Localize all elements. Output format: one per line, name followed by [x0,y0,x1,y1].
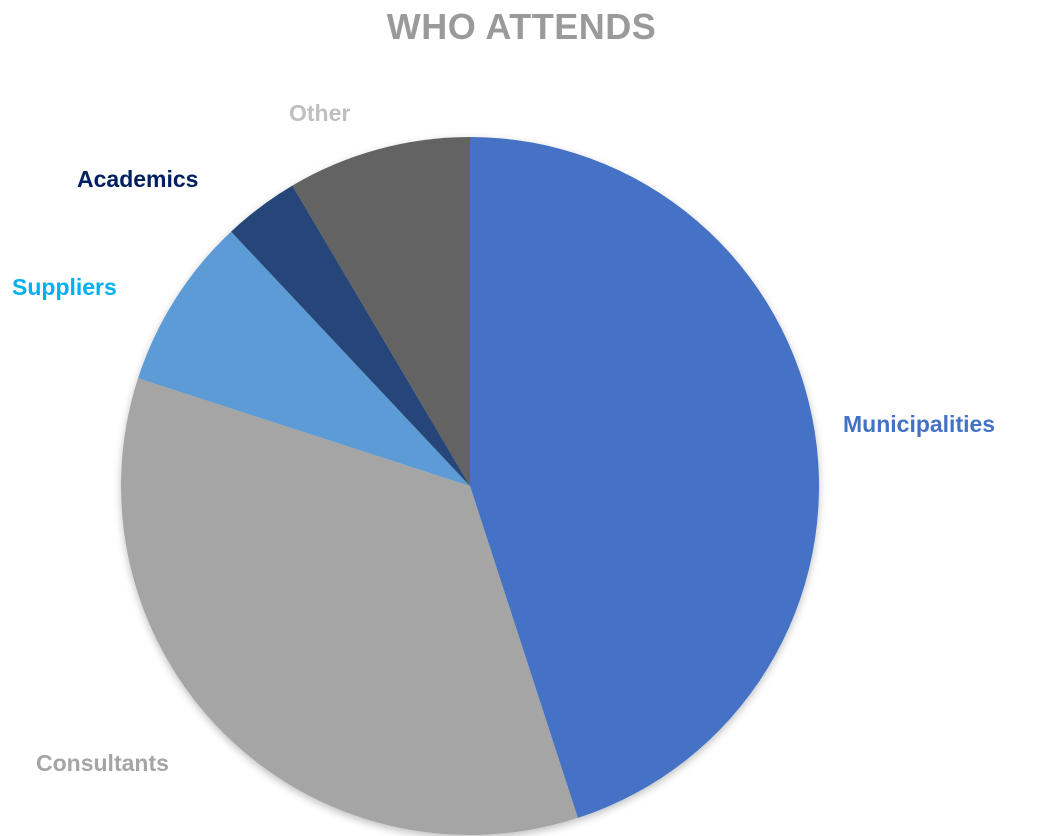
pie-slice-municipalities [470,137,820,818]
chart-title: WHO ATTENDS [386,6,657,47]
slice-label-other: Other [289,100,350,126]
pie-slice-academics [231,185,470,486]
pie-labels: Municipalities Consultants Suppliers Academ… [12,100,995,776]
pie-slices [120,137,820,836]
slice-label-consultants: Consultants [36,750,169,776]
slice-label-municipalities: Municipalities [843,411,995,437]
slice-label-suppliers: Suppliers [12,274,117,300]
pie-slice-consultants [120,378,578,836]
pie-slice-other [292,137,470,486]
pie-slice-suppliers [138,231,470,486]
slice-label-academics: Academics [77,166,198,192]
